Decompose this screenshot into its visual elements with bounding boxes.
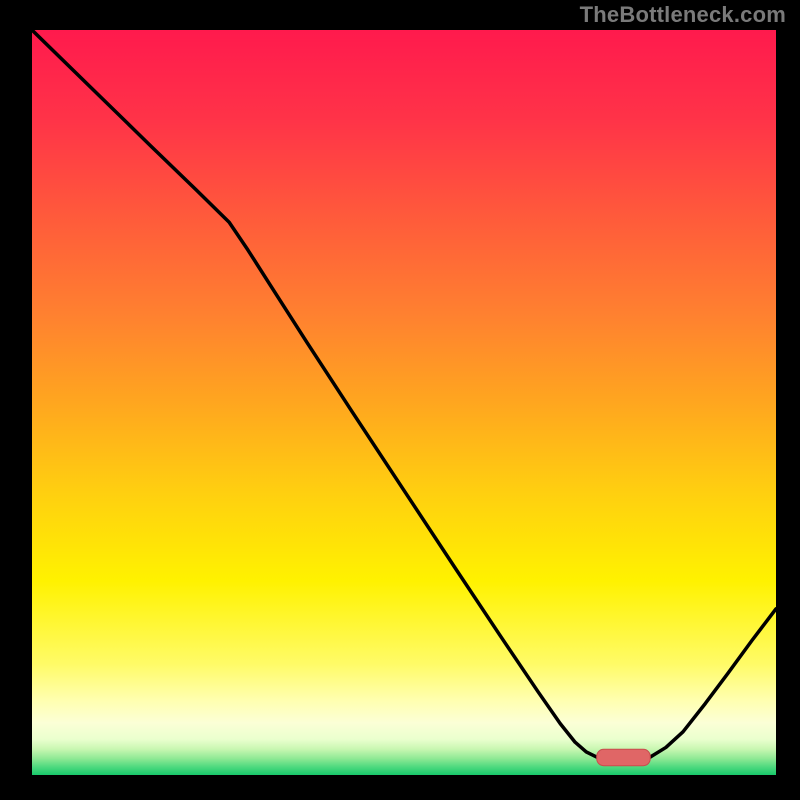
plot-svg bbox=[32, 30, 776, 775]
gradient-background bbox=[32, 30, 776, 775]
plot-area bbox=[32, 30, 776, 775]
watermark-text: TheBottleneck.com bbox=[580, 2, 786, 28]
chart-root: TheBottleneck.com bbox=[0, 0, 800, 800]
target-marker bbox=[597, 749, 651, 765]
